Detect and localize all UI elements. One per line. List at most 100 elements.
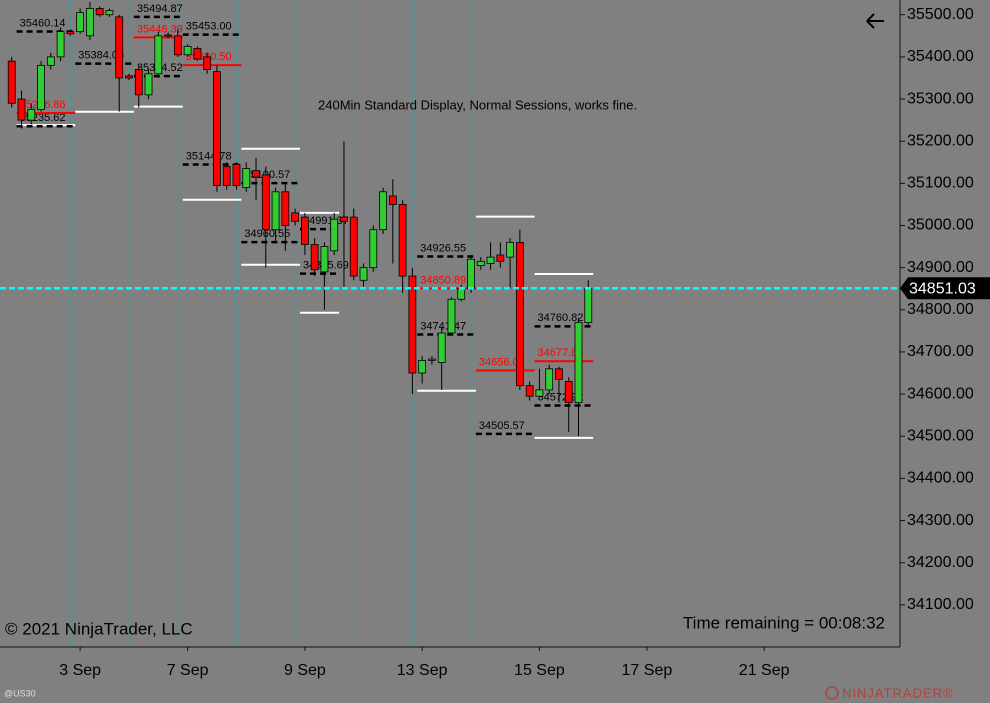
plot-area: 35460.1435494.8735453.0035384.0635354.52… bbox=[7, 0, 594, 647]
level-label: 35446.39 bbox=[137, 23, 183, 35]
candle-body bbox=[496, 254, 505, 262]
candle-body bbox=[340, 216, 348, 222]
annotation: 240Min Standard Display, Normal Sessions… bbox=[318, 97, 637, 112]
candle-body bbox=[584, 287, 593, 323]
candle-body bbox=[369, 229, 378, 269]
candle-body bbox=[27, 109, 36, 121]
y-tick-label: 34100.00 bbox=[907, 596, 974, 613]
candle-body bbox=[252, 170, 260, 178]
candle-body bbox=[535, 389, 544, 397]
candle-body bbox=[271, 191, 280, 231]
candle-body bbox=[173, 35, 182, 56]
candle-body bbox=[388, 195, 397, 205]
candle-body bbox=[379, 191, 387, 231]
candle-body bbox=[486, 256, 495, 264]
back-arrow-icon[interactable] bbox=[866, 13, 884, 29]
time-remaining: Time remaining = 00:08:32 bbox=[683, 613, 885, 632]
y-tick-label: 34900.00 bbox=[907, 259, 974, 276]
candle-body bbox=[105, 10, 114, 16]
candle-body bbox=[291, 212, 300, 222]
candle-body bbox=[506, 241, 514, 258]
candle-body bbox=[66, 31, 75, 35]
level-label: 35144.78 bbox=[186, 150, 232, 162]
candle-body bbox=[76, 12, 85, 33]
y-tick-label: 35000.00 bbox=[907, 217, 974, 234]
candle-body bbox=[457, 288, 466, 300]
candle-body bbox=[193, 48, 202, 60]
candle-body bbox=[7, 60, 16, 104]
y-tick-label: 34700.00 bbox=[907, 343, 974, 360]
candle-body bbox=[447, 298, 456, 334]
candle-body bbox=[476, 260, 485, 266]
candle-body bbox=[95, 8, 104, 16]
candle-body bbox=[310, 244, 319, 271]
candle-body bbox=[359, 267, 368, 281]
level-label: 35453.00 bbox=[186, 20, 232, 32]
level-label: 34505.57 bbox=[479, 420, 525, 432]
y-tick-label: 34600.00 bbox=[907, 385, 974, 402]
x-tick-label: 21 Sep bbox=[739, 662, 790, 679]
candle-body bbox=[398, 204, 407, 277]
x-tick-label: 9 Sep bbox=[284, 662, 326, 679]
y-tick-label: 34300.00 bbox=[907, 512, 974, 529]
back-arrow[interactable] bbox=[862, 10, 888, 32]
candle-body bbox=[408, 275, 417, 374]
candle-body bbox=[183, 45, 192, 56]
y-tick-label: 35300.00 bbox=[907, 90, 974, 107]
last-price-label: 34851.03 bbox=[909, 281, 976, 298]
candle-body bbox=[428, 358, 436, 361]
candle-body bbox=[144, 73, 153, 96]
candle-body bbox=[37, 64, 45, 110]
candle-body bbox=[564, 381, 573, 403]
y-tick-label: 34500.00 bbox=[907, 427, 974, 444]
candle-body bbox=[555, 368, 563, 380]
x-tick-label: 7 Sep bbox=[167, 662, 209, 679]
copyright: © 2021 NinjaTrader, LLC bbox=[5, 619, 193, 638]
candle-body bbox=[545, 368, 554, 391]
candle-body bbox=[203, 56, 212, 70]
candle-body bbox=[222, 166, 231, 186]
candle-body bbox=[17, 98, 26, 121]
candle-body bbox=[330, 218, 339, 252]
level-label: 34850.89 bbox=[420, 274, 466, 286]
candle-body bbox=[232, 163, 241, 186]
level-label: 35384.06 bbox=[78, 50, 124, 62]
candle-body bbox=[86, 8, 94, 37]
level-label: 34741.47 bbox=[420, 320, 466, 332]
y-tick-label: 34200.00 bbox=[907, 554, 974, 571]
candle-body bbox=[281, 191, 290, 226]
candle-body bbox=[242, 168, 251, 188]
y-tick-label: 34800.00 bbox=[907, 301, 974, 318]
candle-body bbox=[115, 16, 124, 79]
candle-body bbox=[46, 56, 55, 66]
level-label: 34926.55 bbox=[420, 242, 466, 254]
level-label: 34760.82 bbox=[538, 312, 584, 324]
y-tick-label: 35400.00 bbox=[907, 48, 974, 65]
x-tick-label: 13 Sep bbox=[397, 662, 448, 679]
candle-body bbox=[467, 258, 475, 290]
level-label: 35460.14 bbox=[20, 17, 66, 29]
level-label: 34960.55 bbox=[244, 228, 290, 240]
candle-body bbox=[300, 216, 309, 245]
x-tick-label: 17 Sep bbox=[622, 662, 673, 679]
candle-body bbox=[125, 75, 133, 79]
y-tick-label: 34400.00 bbox=[907, 470, 974, 487]
candle-body bbox=[261, 174, 270, 231]
level-label: 35494.87 bbox=[137, 3, 183, 15]
level-label: 34656.07 bbox=[479, 356, 525, 368]
y-tick-label: 35100.00 bbox=[907, 175, 974, 192]
candle-body bbox=[154, 35, 163, 75]
last-price-box bbox=[900, 277, 990, 300]
x-tick-label: 3 Sep bbox=[59, 662, 101, 679]
candle-body bbox=[515, 241, 524, 387]
candle-body bbox=[525, 385, 534, 397]
candle-body bbox=[418, 359, 427, 374]
candle-body bbox=[134, 69, 143, 96]
candle-body bbox=[349, 216, 358, 277]
candle-body bbox=[320, 246, 329, 273]
candle-body bbox=[56, 31, 65, 58]
logo: NINJATRADER® bbox=[842, 685, 954, 700]
